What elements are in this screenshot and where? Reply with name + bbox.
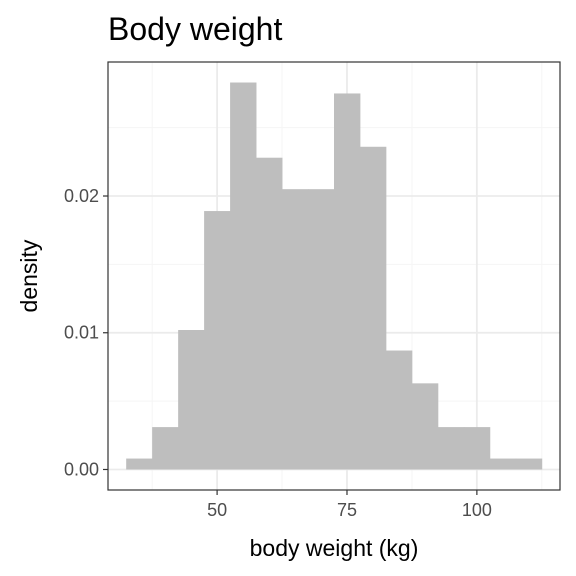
- histogram-bar: [411, 383, 439, 470]
- x-axis-title: body weight (kg): [250, 535, 419, 561]
- x-axis: 50 75 100: [207, 490, 492, 520]
- histogram-bar: [152, 427, 179, 470]
- chart-title: Body weight: [108, 11, 282, 47]
- histogram-bar: [204, 211, 231, 470]
- y-axis: 0.00 0.01 0.02: [64, 186, 108, 479]
- y-axis-title: density: [16, 239, 42, 312]
- histogram-bar: [126, 458, 153, 470]
- x-tick-label: 100: [462, 500, 492, 520]
- y-tick-label: 0.00: [64, 459, 99, 479]
- histogram-bar: [334, 93, 361, 470]
- y-tick-label: 0.02: [64, 186, 99, 206]
- histogram-bar: [385, 350, 413, 470]
- histogram-bar: [178, 330, 205, 470]
- histogram-bars: [126, 82, 543, 470]
- x-tick-label: 75: [337, 500, 357, 520]
- histogram-bar: [515, 458, 543, 470]
- histogram-bar: [230, 82, 257, 470]
- histogram-bar: [282, 189, 309, 470]
- panel-border: [107, 61, 561, 491]
- histogram-bar: [437, 427, 465, 470]
- histogram-bar: [489, 458, 517, 470]
- histogram-bar: [359, 146, 387, 470]
- histogram-bar: [308, 189, 335, 470]
- histogram-bar: [256, 157, 283, 470]
- x-tick-label: 50: [207, 500, 227, 520]
- y-tick-label: 0.01: [64, 323, 99, 343]
- histogram-bar: [463, 427, 491, 470]
